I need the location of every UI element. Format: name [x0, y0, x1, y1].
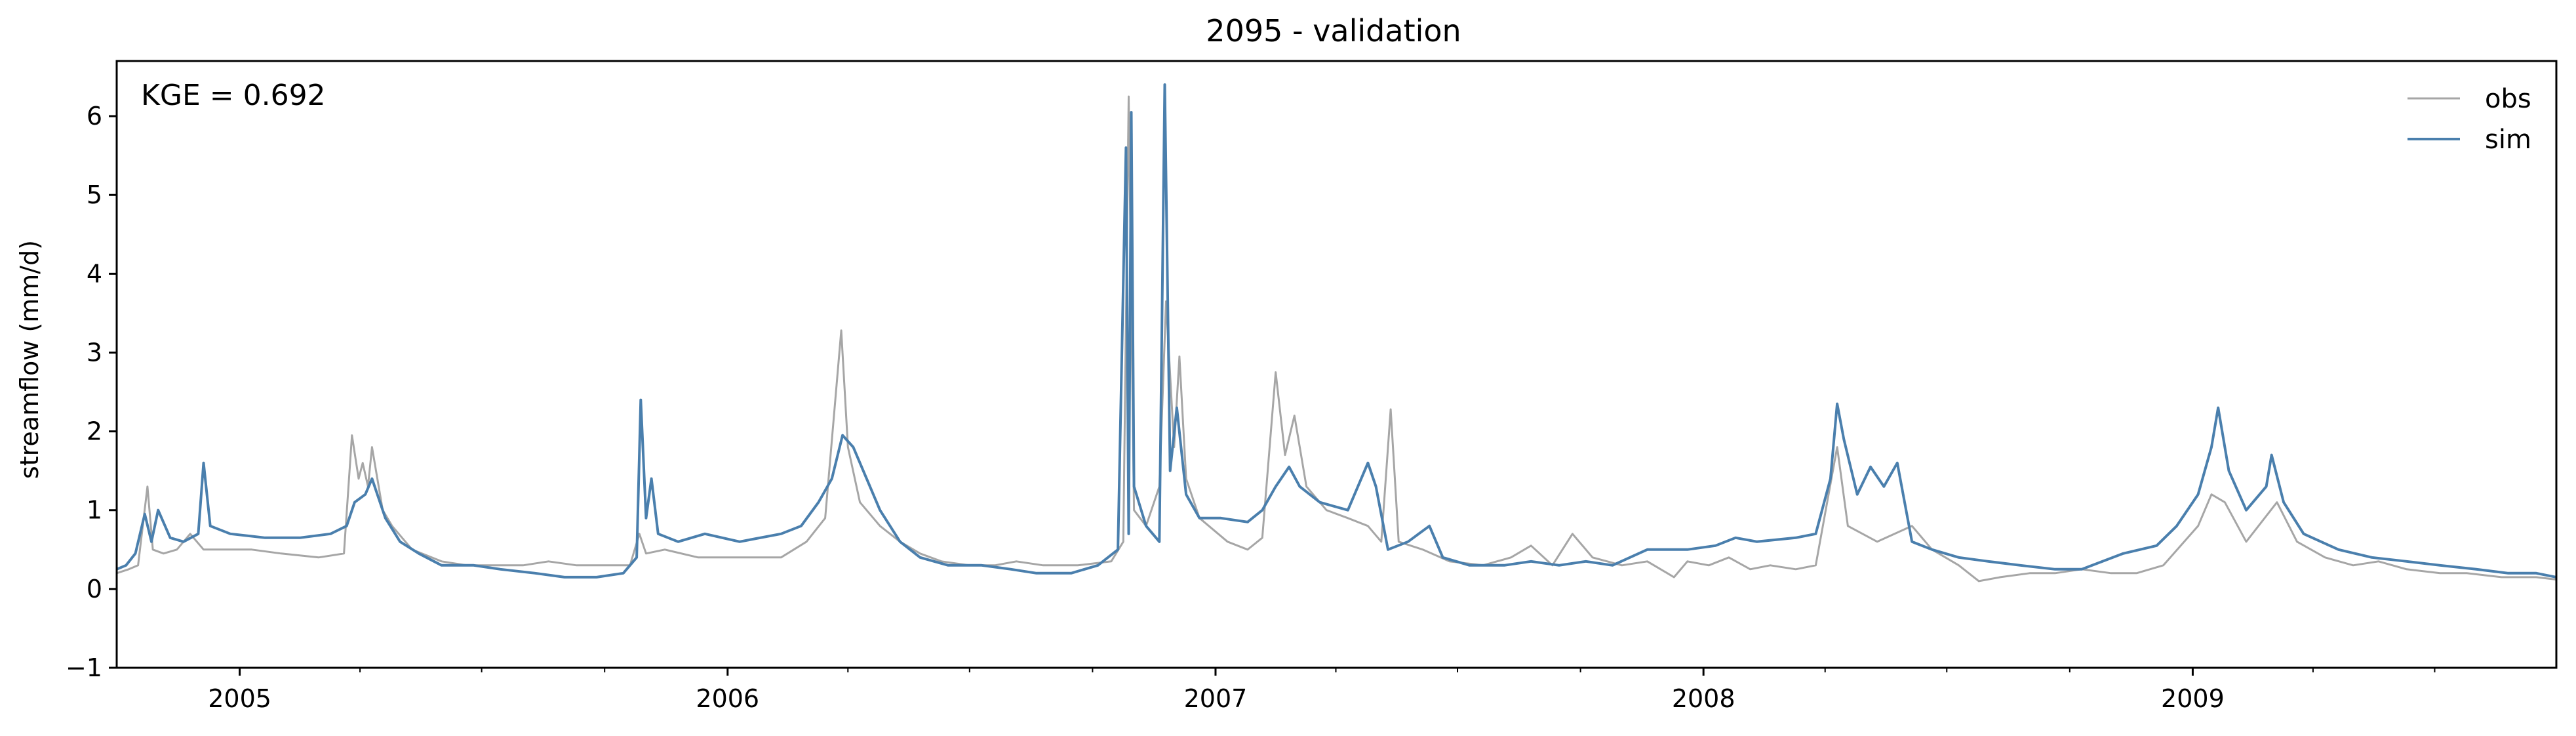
x-tick-label: 2006: [696, 684, 759, 713]
y-tick-label: 4: [87, 259, 102, 288]
plot-frame: [115, 60, 2558, 669]
y-axis-label: streamflow (mm/d): [15, 240, 44, 479]
series-line-sim: [116, 83, 2557, 579]
y-tick-label: 5: [87, 180, 102, 209]
y-tick-label: 0: [87, 575, 102, 603]
x-axis: 2005 2006 2007 2008 2009: [208, 668, 2436, 713]
legend-label-obs: obs: [2485, 84, 2531, 114]
y-tick-label: 3: [87, 338, 102, 367]
y-tick-label: 2: [87, 417, 102, 446]
x-tick-label: 2008: [1672, 684, 1735, 713]
series-line-obs: [116, 95, 2557, 583]
y-tick-label: −1: [66, 653, 102, 682]
legend: obs sim: [2408, 84, 2531, 155]
x-tick-label: 2009: [2161, 684, 2225, 713]
y-axis: −1 0 1 2 3 4 5 6: [66, 102, 117, 682]
chart-title: 2095 - validation: [1206, 13, 1461, 49]
kge-annotation: KGE = 0.692: [141, 79, 326, 112]
plot-area: [116, 83, 2557, 583]
x-tick-label: 2007: [1184, 684, 1248, 713]
legend-label-sim: sim: [2485, 125, 2531, 155]
x-tick-label: 2005: [208, 684, 271, 713]
y-tick-label: 1: [87, 496, 102, 525]
y-tick-label: 6: [87, 102, 102, 131]
